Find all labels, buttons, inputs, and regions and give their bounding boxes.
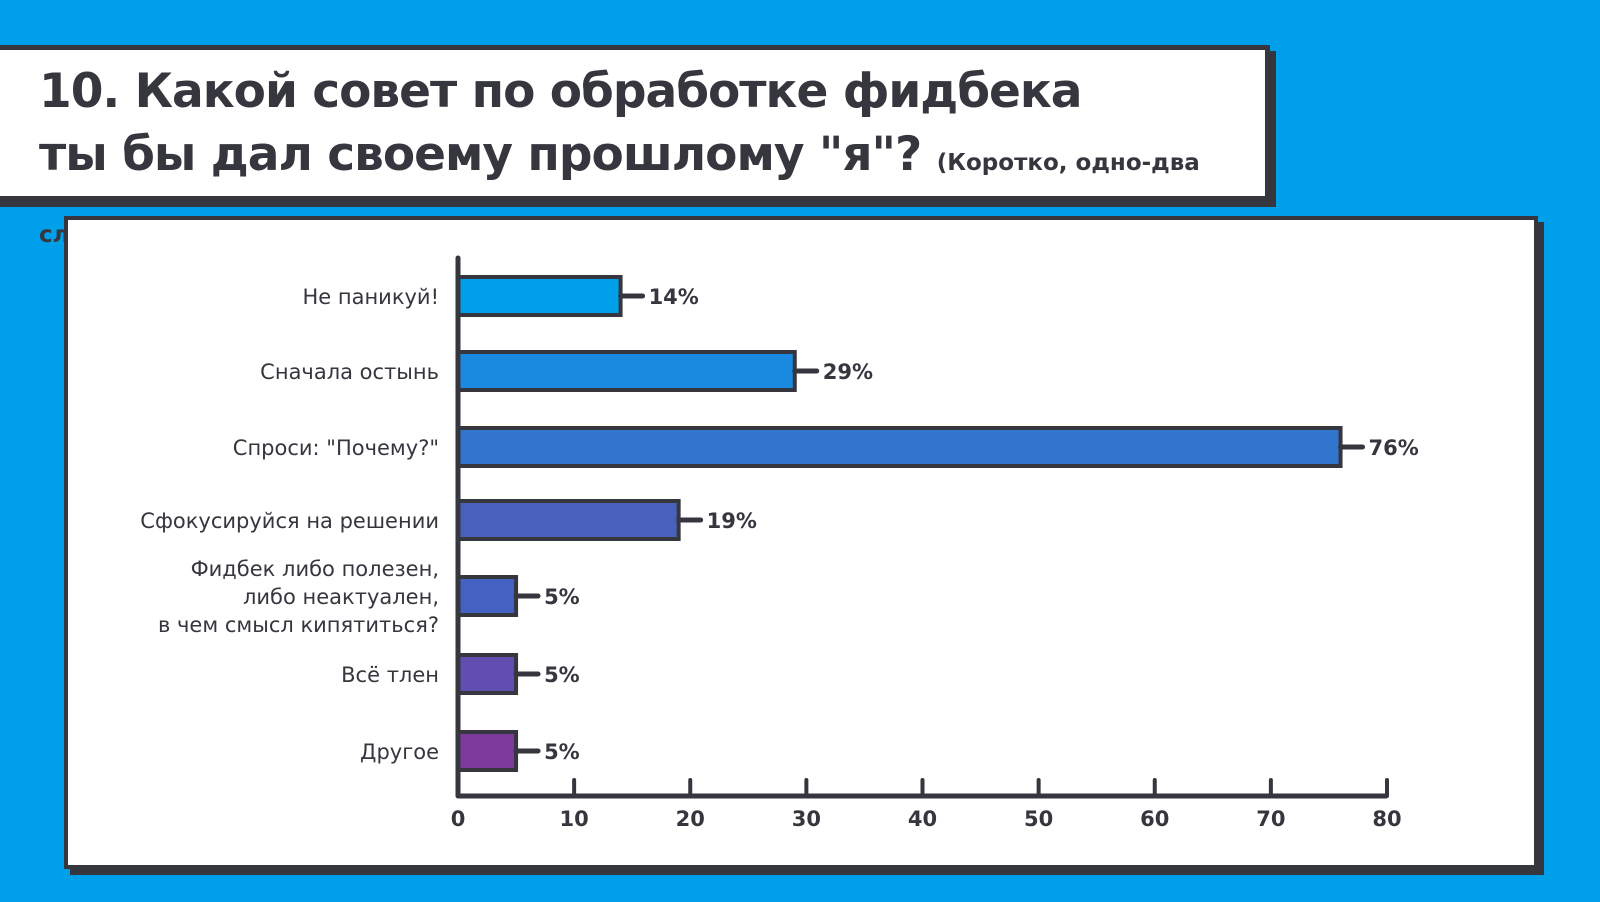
data-label: 29% bbox=[823, 360, 873, 384]
x-tick-label: 0 bbox=[451, 807, 466, 831]
bar bbox=[456, 275, 623, 317]
bar bbox=[456, 575, 519, 617]
chart-title: 10. Какой совет по обработке фидбека ты … bbox=[39, 60, 1265, 267]
title-line-2: ты бы дал своему прошлому "я"? (Коротко,… bbox=[39, 123, 1265, 267]
data-label: 5% bbox=[544, 585, 580, 609]
category-label: Другое bbox=[360, 740, 439, 764]
category-label: Фидбек либо полезен, bbox=[191, 557, 439, 581]
title-line-1: 10. Какой совет по обработке фидбека bbox=[39, 64, 1083, 119]
title-box: 10. Какой совет по обработке фидбека ты … bbox=[0, 45, 1270, 248]
data-label: 5% bbox=[544, 663, 580, 687]
category-label: Всё тлен bbox=[341, 663, 439, 687]
data-label: 19% bbox=[707, 509, 757, 533]
x-tick-label: 30 bbox=[792, 807, 821, 831]
x-tick-label: 20 bbox=[676, 807, 705, 831]
subtitle: (Коротко, одно-два слова) bbox=[39, 150, 1200, 248]
bar bbox=[456, 350, 797, 392]
bar bbox=[456, 426, 1343, 468]
category-label: Сначала остынь bbox=[260, 360, 439, 384]
category-label: Не паникуй! bbox=[302, 285, 439, 309]
data-label: 76% bbox=[1369, 436, 1419, 460]
x-tick-label: 70 bbox=[1256, 807, 1285, 831]
bar bbox=[456, 499, 681, 541]
x-tick-label: 80 bbox=[1372, 807, 1401, 831]
x-tick-label: 60 bbox=[1140, 807, 1169, 831]
chart-box bbox=[64, 216, 1538, 869]
category-label: в чем смысл кипятиться? bbox=[158, 613, 439, 637]
x-tick-label: 50 bbox=[1024, 807, 1053, 831]
data-label: 14% bbox=[649, 285, 699, 309]
title-line-2-text: ты бы дал своему прошлому "я"? bbox=[39, 127, 922, 182]
category-label: Сфокусируйся на решении bbox=[140, 509, 439, 533]
data-label: 5% bbox=[544, 740, 580, 764]
category-label: либо неактуален, bbox=[243, 585, 439, 609]
category-label: Спроси: "Почему?" bbox=[233, 436, 439, 460]
x-tick-label: 10 bbox=[560, 807, 589, 831]
bar bbox=[456, 730, 519, 772]
x-tick-label: 40 bbox=[908, 807, 937, 831]
bar bbox=[456, 653, 519, 695]
